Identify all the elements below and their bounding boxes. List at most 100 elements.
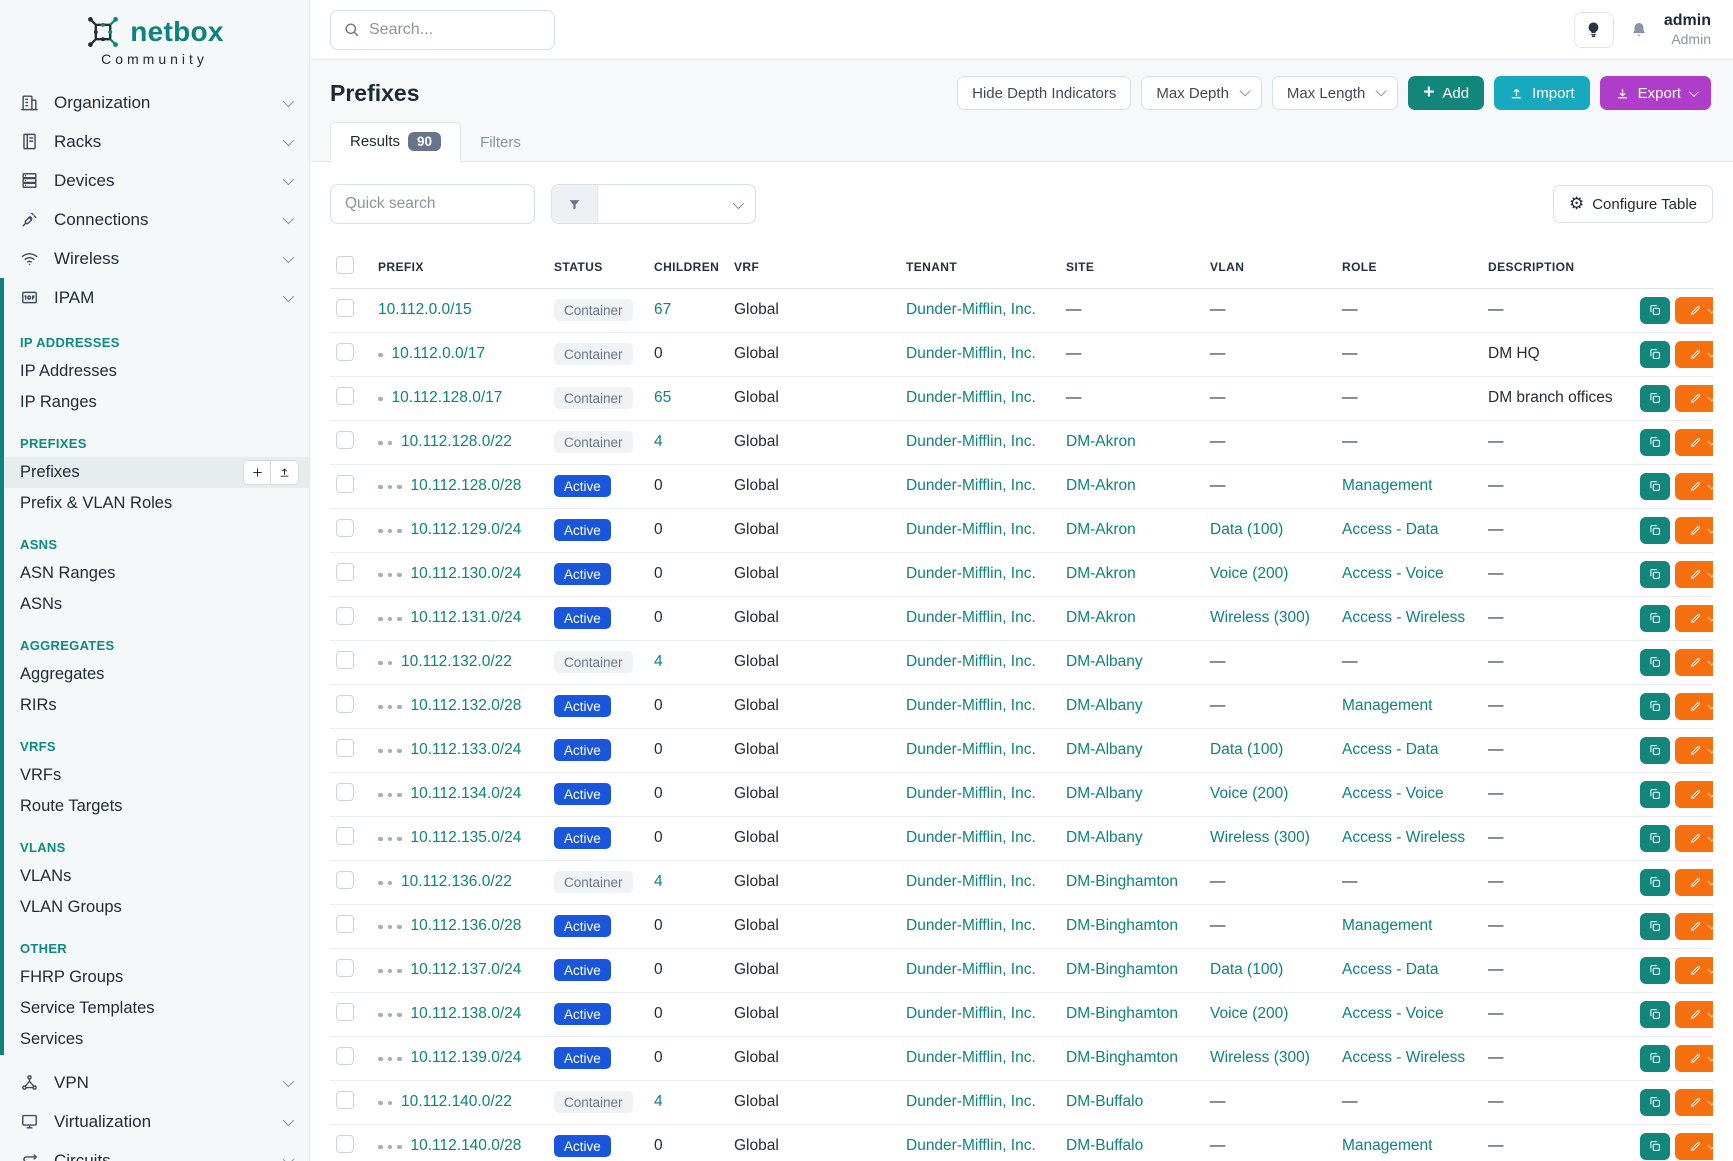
sidebar-item-asns[interactable]: ASNs [4,589,309,620]
site-link[interactable]: DM-Albany [1066,697,1143,714]
global-search[interactable] [330,9,555,50]
row-checkbox[interactable] [336,1134,354,1153]
sidebar-item-prefixes[interactable]: Prefixes [4,457,309,488]
site-link[interactable]: DM-Akron [1066,609,1136,626]
prefix-link[interactable]: 10.112.136.0/22 [401,873,512,890]
sidebar-item-prefix-vlan-roles[interactable]: Prefix & VLAN Roles [4,488,309,519]
notifications-bell-icon[interactable] [1629,20,1649,40]
column-header-vlan[interactable]: VLAN [1206,248,1338,289]
max-length-dropdown[interactable]: Max Length [1271,76,1399,110]
site-link[interactable]: DM-Albany [1066,741,1143,758]
edit-button[interactable] [1675,912,1713,940]
vlan-link[interactable]: Data (100) [1210,961,1284,978]
tenant-link[interactable]: Dunder-Mifflin, Inc. [906,1093,1036,1110]
theme-toggle-button[interactable] [1573,11,1614,48]
site-link[interactable]: DM-Buffalo [1066,1137,1144,1154]
sidebar-item-devices[interactable]: Devices [0,161,309,200]
edit-button[interactable] [1675,604,1713,632]
prefix-link[interactable]: 10.112.131.0/24 [410,609,522,626]
edit-button[interactable] [1675,1044,1713,1072]
children-count-link[interactable]: 4 [654,1093,663,1110]
role-link[interactable]: Access - Voice [1342,1005,1444,1022]
children-count-link[interactable]: 4 [654,433,663,450]
user-menu[interactable]: admin Admin [1664,12,1711,46]
site-link[interactable]: DM-Binghamton [1066,1049,1178,1066]
tenant-link[interactable]: Dunder-Mifflin, Inc. [906,917,1036,934]
site-link[interactable]: DM-Buffalo [1066,1093,1144,1110]
filter-select-value[interactable] [598,185,755,223]
import-prefix-button[interactable] [271,460,299,485]
sidebar-item-ip-ranges[interactable]: IP Ranges [4,387,309,418]
prefix-link[interactable]: 10.112.130.0/24 [410,565,522,582]
select-all-checkbox[interactable] [336,256,354,275]
hide-depth-indicators-button[interactable]: Hide Depth Indicators [957,76,1132,110]
vlan-link[interactable]: Data (100) [1210,521,1284,538]
role-link[interactable]: Access - Wireless [1342,609,1466,626]
import-button[interactable]: Import [1494,76,1590,110]
tenant-link[interactable]: Dunder-Mifflin, Inc. [906,609,1036,626]
prefix-link[interactable]: 10.112.0.0/17 [391,345,486,362]
column-header-tenant[interactable]: TENANT [902,248,1062,289]
clone-button[interactable] [1640,1088,1670,1116]
sidebar-item-asn-ranges[interactable]: ASN Ranges [4,558,309,589]
role-link[interactable]: Management [1342,697,1433,714]
edit-button[interactable] [1675,340,1713,368]
prefix-link[interactable]: 10.112.0.0/15 [378,301,472,318]
row-checkbox[interactable] [336,386,354,405]
column-header-prefix[interactable]: PREFIX [374,248,550,289]
role-link[interactable]: Access - Data [1342,961,1439,978]
edit-button[interactable] [1675,824,1713,852]
row-checkbox[interactable] [336,1046,354,1065]
row-checkbox[interactable] [336,298,354,317]
site-link[interactable]: DM-Binghamton [1066,917,1178,934]
tenant-link[interactable]: Dunder-Mifflin, Inc. [906,741,1036,758]
netbox-logo[interactable]: netbox [0,14,309,50]
tenant-link[interactable]: Dunder-Mifflin, Inc. [906,389,1036,406]
clone-button[interactable] [1640,560,1670,588]
add-button[interactable]: + Add [1408,76,1485,110]
row-checkbox[interactable] [336,958,354,977]
tab-results[interactable]: Results 90 [330,122,462,162]
row-checkbox[interactable] [336,826,354,845]
clone-button[interactable] [1640,868,1670,896]
tenant-link[interactable]: Dunder-Mifflin, Inc. [906,961,1036,978]
edit-button[interactable] [1675,648,1713,676]
site-link[interactable]: DM-Binghamton [1066,961,1178,978]
vlan-link[interactable]: Wireless (300) [1210,1049,1310,1066]
export-button[interactable]: Export [1599,76,1711,110]
edit-button[interactable] [1675,472,1713,500]
children-count-link[interactable]: 4 [654,653,663,670]
role-link[interactable]: Access - Data [1342,521,1439,538]
site-link[interactable]: DM-Albany [1066,785,1143,802]
add-prefix-button[interactable] [243,460,271,485]
tenant-link[interactable]: Dunder-Mifflin, Inc. [906,653,1036,670]
tenant-link[interactable]: Dunder-Mifflin, Inc. [906,1005,1036,1022]
prefix-link[interactable]: 10.112.132.0/22 [401,653,512,670]
site-link[interactable]: DM-Binghamton [1066,873,1178,890]
role-link[interactable]: Access - Wireless [1342,829,1466,846]
sidebar-item-vpn[interactable]: VPN [0,1063,309,1102]
max-depth-dropdown[interactable]: Max Depth [1141,76,1262,110]
sidebar-item-ipam[interactable]: IPAM [4,278,309,317]
row-checkbox[interactable] [336,562,354,581]
site-link[interactable]: DM-Binghamton [1066,1005,1178,1022]
sidebar-item-wireless[interactable]: Wireless [0,239,309,278]
site-link[interactable]: DM-Akron [1066,477,1136,494]
row-checkbox[interactable] [336,914,354,933]
prefix-link[interactable]: 10.112.139.0/24 [410,1049,522,1066]
clone-button[interactable] [1640,340,1670,368]
edit-button[interactable] [1675,296,1713,324]
prefix-link[interactable]: 10.112.128.0/17 [391,389,503,406]
clone-button[interactable] [1640,604,1670,632]
prefix-link[interactable]: 10.112.133.0/24 [410,741,522,758]
role-link[interactable]: Access - Data [1342,741,1439,758]
column-header-description[interactable]: DESCRIPTION [1484,248,1636,289]
sidebar-item-virtualization[interactable]: Virtualization [0,1102,309,1141]
prefix-link[interactable]: 10.112.140.0/22 [401,1093,512,1110]
tenant-link[interactable]: Dunder-Mifflin, Inc. [906,873,1036,890]
prefix-link[interactable]: 10.112.137.0/24 [410,961,522,978]
sidebar-item-circuits[interactable]: Circuits [0,1141,309,1161]
sidebar-item-ip-addresses[interactable]: IP Addresses [4,356,309,387]
edit-button[interactable] [1675,736,1713,764]
quick-search-input[interactable] [330,184,535,224]
